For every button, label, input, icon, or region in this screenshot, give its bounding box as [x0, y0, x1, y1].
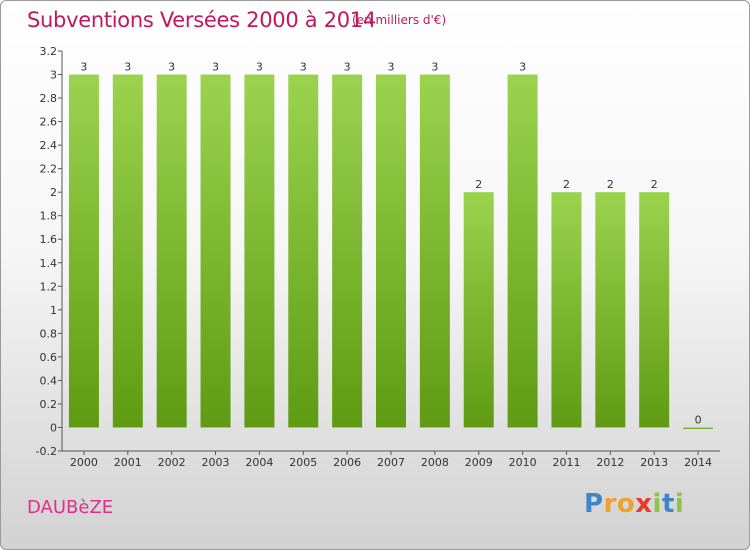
data-label: 3	[431, 61, 438, 74]
x-tick-label: 2004	[245, 456, 273, 469]
bar-2003	[200, 74, 231, 428]
bar-2014	[683, 427, 714, 429]
bar-2000	[68, 74, 99, 428]
data-label: 3	[300, 61, 307, 74]
data-label: 3	[124, 61, 131, 74]
bar-2010	[507, 74, 538, 428]
logo-letter: r	[603, 489, 617, 519]
chart-unit-note: (en milliers d'€)	[352, 13, 447, 27]
data-label: 2	[563, 178, 570, 191]
data-label: 3	[344, 61, 351, 74]
bar-2013	[639, 192, 670, 428]
proxiti-logo: Proxiti	[584, 489, 684, 519]
bar-2009	[463, 192, 494, 428]
bar-2006	[332, 74, 363, 428]
data-label: 3	[388, 61, 395, 74]
commune-name: DAUBèZE	[27, 497, 114, 518]
bar-2011	[551, 192, 582, 428]
data-label: 3	[212, 61, 219, 74]
y-tick-label: 1	[50, 304, 57, 317]
y-tick-label: 1.8	[40, 210, 58, 223]
y-tick-label: 1.6	[40, 233, 58, 246]
data-label: 2	[475, 178, 482, 191]
x-tick-label: 2000	[70, 456, 98, 469]
logo-letter: i	[652, 489, 662, 519]
bar-2001	[112, 74, 143, 428]
x-tick-label: 2003	[202, 456, 230, 469]
bar-2005	[288, 74, 319, 428]
x-tick-label: 2008	[421, 456, 449, 469]
x-tick-label: 2012	[596, 456, 624, 469]
x-tick-label: 2007	[377, 456, 405, 469]
logo-letter: o	[616, 489, 636, 519]
y-tick-label: 2.4	[40, 139, 58, 152]
y-tick-label: 2	[50, 186, 57, 199]
y-tick-label: 1.4	[40, 257, 58, 270]
x-tick-label: 2010	[509, 456, 537, 469]
y-tick-label: 1.2	[40, 280, 58, 293]
logo-letter: i	[674, 489, 685, 519]
y-tick-label: -0.2	[36, 445, 57, 458]
y-tick-label: 0.4	[40, 374, 58, 387]
y-tick-label: 2.6	[40, 116, 58, 129]
chart-title: Subventions Versées 2000 à 2014	[27, 8, 376, 32]
y-tick-label: 0.6	[40, 351, 58, 364]
bar-2008	[419, 74, 450, 428]
y-tick-label: 2.8	[40, 92, 58, 105]
logo-letter: x	[635, 489, 653, 519]
bar-2004	[244, 74, 275, 428]
data-label: 0	[695, 413, 702, 426]
data-label: 3	[519, 61, 526, 74]
x-tick-label: 2001	[114, 456, 142, 469]
y-tick-label: 0.2	[40, 398, 58, 411]
y-tick-label: 0	[50, 421, 57, 434]
logo-letter: t	[661, 489, 675, 519]
y-tick-label: 3.2	[40, 45, 58, 58]
bar-2002	[156, 74, 187, 428]
x-tick-label: 2006	[333, 456, 361, 469]
data-label: 3	[168, 61, 175, 74]
x-tick-label: 2002	[158, 456, 186, 469]
x-tick-label: 2005	[289, 456, 317, 469]
x-tick-label: 2013	[640, 456, 668, 469]
x-tick-label: 2009	[465, 456, 493, 469]
y-tick-label: 0.8	[40, 327, 58, 340]
data-label: 2	[607, 178, 614, 191]
data-label: 3	[256, 61, 263, 74]
x-tick-label: 2011	[552, 456, 580, 469]
x-tick-label: 2014	[684, 456, 712, 469]
bar-2007	[376, 74, 406, 428]
data-label: 2	[651, 178, 658, 191]
data-label: 3	[80, 61, 87, 74]
y-tick-label: 3	[50, 69, 57, 82]
logo-letter: P	[584, 489, 604, 519]
y-tick-label: 2.2	[40, 163, 58, 176]
bar-2012	[595, 192, 626, 428]
